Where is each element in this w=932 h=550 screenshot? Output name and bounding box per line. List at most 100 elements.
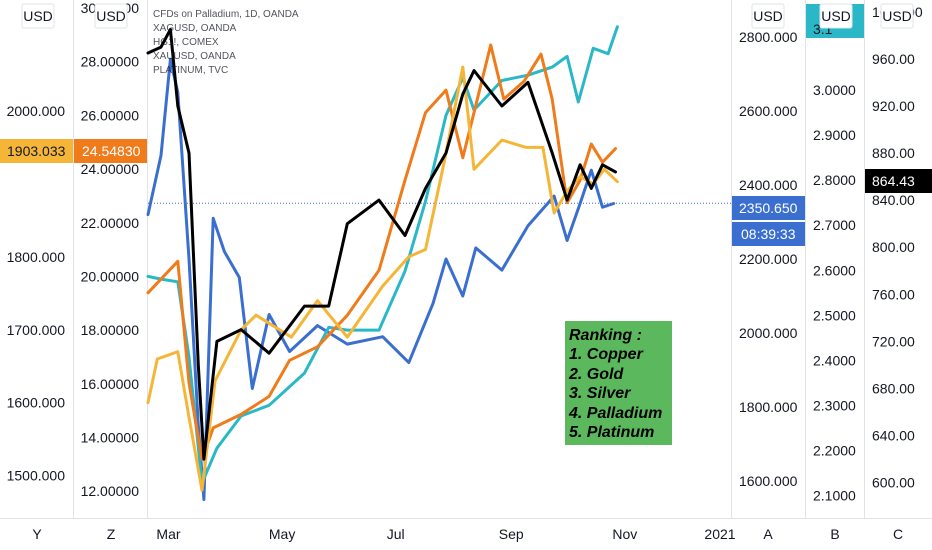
- series-line-cfds-on-palladium: [146, 57, 616, 501]
- axis-c-ticks[interactable]: 1000.00960.00920.00880.00840.00800.00760…: [872, 4, 923, 491]
- time-tick-label: May: [269, 526, 295, 542]
- tick-label-z: 22.00000: [81, 215, 140, 231]
- unit-label-y: USD: [23, 8, 53, 24]
- axis-y-ticks[interactable]: 2000.000 1800.000 1700.000 1600.000 1500.000: [7, 103, 66, 484]
- unit-bg-c: [880, 3, 914, 29]
- tick-label-b: 2.6000: [813, 262, 856, 278]
- tick-label-b: 2.4000: [813, 352, 856, 368]
- price-tag-copper-bg: [74, 139, 147, 163]
- chart-legend: CFDs on Palladium, 1D, OANDA XAGUSD, OAN…: [153, 9, 299, 76]
- tick-label-c: 800.00: [872, 239, 915, 255]
- tick-label-b: 2.1000: [813, 487, 856, 503]
- time-axis-ticks[interactable]: Mar May Jul Sep Nov 2021: [156, 526, 735, 542]
- price-tag-copper: 24.54830: [82, 143, 141, 159]
- price-tags: 1903.033 24.54830 2350.650 08:39:33 864.…: [0, 139, 932, 246]
- tick-label-z: 14.00000: [81, 429, 140, 445]
- tick-label-c: 880.00: [872, 145, 915, 161]
- tick-label-b: 2.3000: [813, 397, 856, 413]
- tick-label-a: 1600.000: [739, 473, 798, 489]
- tick-label-y: 2000.000: [7, 103, 66, 119]
- axis-letters: Y Z A B C: [32, 526, 903, 542]
- ranking-item-3: 3. Silver: [569, 385, 631, 402]
- price-tag-platinum-bg: [865, 169, 932, 193]
- time-tick-label: 2021: [704, 526, 735, 542]
- tick-label-c: 760.00: [872, 286, 915, 302]
- axis-letter-z[interactable]: Z: [107, 526, 116, 542]
- tick-label-c: 840.00: [872, 192, 915, 208]
- price-tag-gold-bg: [0, 139, 73, 163]
- tick-label-z: 20.00000: [81, 268, 140, 284]
- tick-label-a: 2400.000: [739, 177, 798, 193]
- axis-letter-y[interactable]: Y: [32, 526, 42, 542]
- time-tick-label: Sep: [499, 526, 524, 542]
- ranking-item-2: 2. Gold: [568, 366, 624, 383]
- tick-label-a: 2000.000: [739, 325, 798, 341]
- axis-unit-labels: USD USD USD 3.1 USD USD: [21, 3, 914, 38]
- price-tag-gold: 1903.033: [7, 143, 66, 159]
- tick-label-z: 24.00000: [81, 161, 140, 177]
- ranking-item-5: 5. Platinum: [569, 424, 654, 441]
- axis-a-ticks[interactable]: 2800.000 2600.000 2400.000 2200.000 2000.000…: [739, 29, 798, 489]
- tick-label-b: 2.7000: [813, 217, 856, 233]
- tick-label-y: 1600.000: [7, 395, 66, 411]
- tick-label-z: 18.00000: [81, 322, 140, 338]
- tick-label-z: 12.00000: [81, 483, 140, 499]
- axis-z-ticks[interactable]: 30.0000028.0000026.0000024.0000022.00000…: [81, 0, 140, 499]
- tick-label-y: 1500.000: [7, 468, 66, 484]
- tick-label-z: 16.00000: [81, 376, 140, 392]
- tick-label-a: 1800.000: [739, 399, 798, 415]
- tick-label-c: 920.00: [872, 98, 915, 114]
- time-tick-label: Mar: [156, 526, 180, 542]
- price-tag-palladium: 2350.650: [739, 200, 798, 216]
- legend-entry-copper: HG1!, COMEX: [153, 37, 219, 48]
- time-tick-label: Jul: [387, 526, 405, 542]
- tick-label-a: 2800.000: [739, 29, 798, 45]
- unit-label-c: USD: [882, 8, 912, 24]
- tick-label-c: 720.00: [872, 333, 915, 349]
- tick-label-a: 2600.000: [739, 103, 798, 119]
- ranking-item-4: 4. Palladium: [568, 405, 662, 422]
- axis-letter-a[interactable]: A: [763, 526, 773, 542]
- series-line-platinum: [146, 27, 617, 461]
- axis-b-ticks[interactable]: 3.0000 2.9000 2.8000 2.7000 2.6000 2.5000 2.40…: [813, 82, 856, 503]
- time-tick-label: Nov: [612, 526, 637, 542]
- tick-label-a: 2200.000: [739, 251, 798, 267]
- ranking-annotation-box[interactable]: [565, 321, 672, 445]
- unit-label-b: USD: [821, 8, 851, 24]
- unit-label-a: USD: [753, 8, 783, 24]
- unit-bg-a: [751, 3, 785, 29]
- legend-entry-silver: XAGUSD, OANDA: [153, 23, 237, 34]
- tick-label-z: 28.00000: [81, 54, 140, 70]
- legend-entry-palladium: CFDs on Palladium, 1D, OANDA: [153, 9, 299, 20]
- price-tag-platinum: 864.43: [872, 173, 915, 189]
- legend-entry-platinum: PLATINUM, TVC: [153, 65, 228, 76]
- countdown-tag-bg: [732, 222, 805, 246]
- ranking-annotation: Ranking : 1. Copper 2. Gold 3. Silver 4.…: [568, 327, 662, 441]
- tick-label-z: 26.00000: [81, 107, 140, 123]
- countdown-tag: 08:39:33: [741, 226, 796, 242]
- unit-bg-y: [21, 3, 55, 29]
- tick-label-c: 600.00: [872, 475, 915, 491]
- tick-label-b: 2.9000: [813, 127, 856, 143]
- axis-letter-c[interactable]: C: [893, 526, 903, 542]
- tick-label-b: 2.5000: [813, 307, 856, 323]
- unit-bg-z: [94, 3, 128, 29]
- ranking-item-1: 1. Copper: [569, 346, 644, 363]
- tick-label-b: 2.8000: [813, 172, 856, 188]
- tick-label-c: 640.00: [872, 428, 915, 444]
- tick-label-b: 2.2000: [813, 442, 856, 458]
- tick-label-c: 680.00: [872, 381, 915, 397]
- unit-label-z: USD: [96, 8, 126, 24]
- ranking-title: Ranking :: [569, 327, 642, 344]
- tick-label-y: 1700.000: [7, 322, 66, 338]
- tick-label-b: 3.0000: [813, 82, 856, 98]
- price-tag-palladium-bg: [732, 196, 805, 220]
- legend-entry-gold: XAUUSD, OANDA: [153, 51, 236, 62]
- series-line-hg1: [146, 43, 617, 461]
- unit-bg-b: [819, 3, 853, 29]
- tick-label-y: 1800.000: [7, 249, 66, 265]
- series-layer: [146, 25, 619, 501]
- tick-label-c: 960.00: [872, 51, 915, 67]
- axis-letter-b[interactable]: B: [830, 526, 839, 542]
